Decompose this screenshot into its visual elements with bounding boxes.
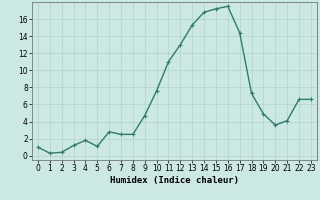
- X-axis label: Humidex (Indice chaleur): Humidex (Indice chaleur): [110, 176, 239, 185]
